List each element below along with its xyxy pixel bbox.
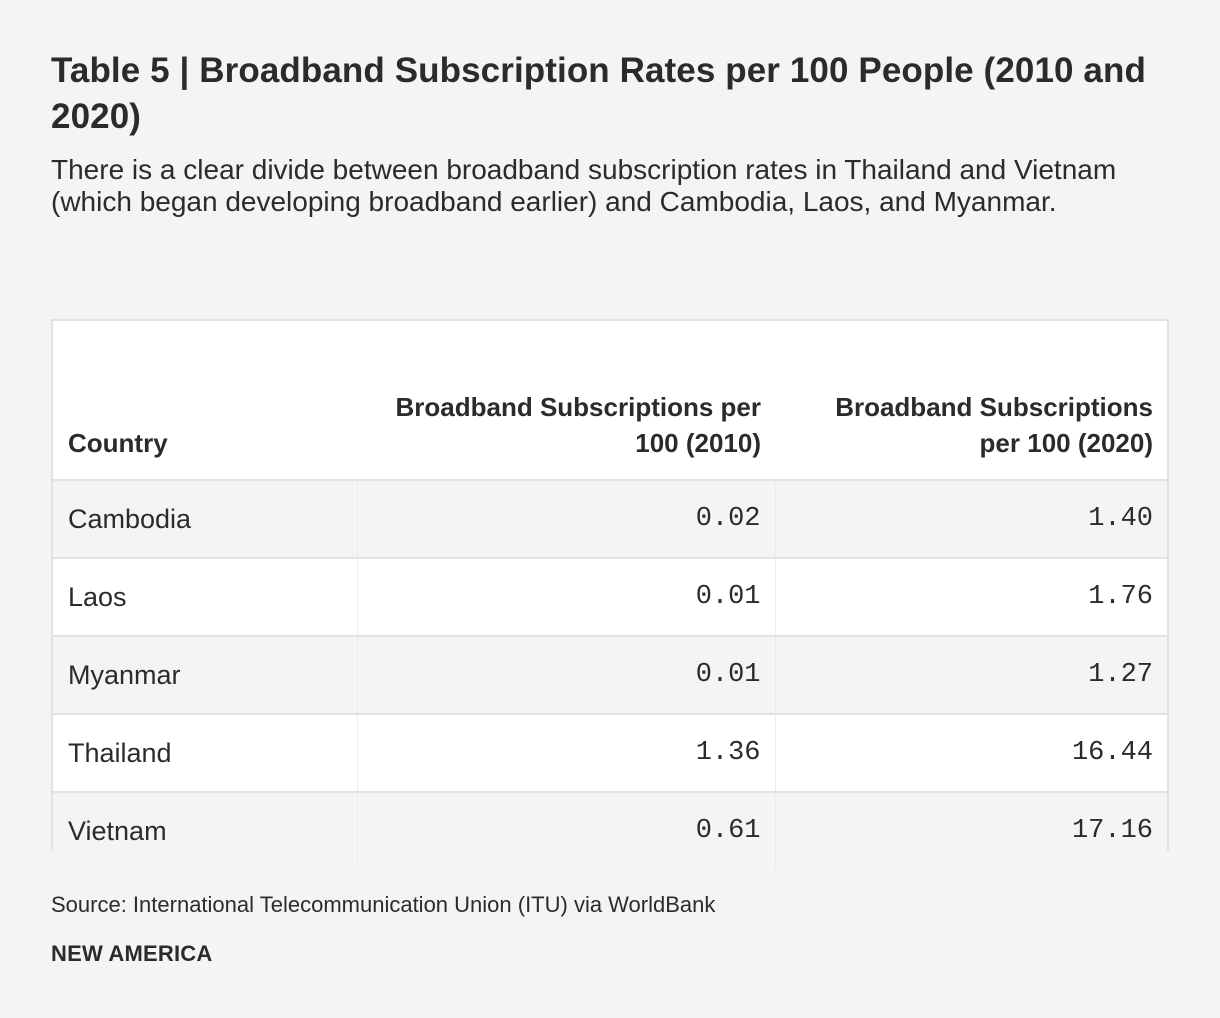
- table-row: Laos 0.01 1.76: [53, 558, 1167, 637]
- column-header-2020[interactable]: Broadband Subscriptions per 100 (2020): [775, 321, 1167, 481]
- cell-2020: 1.40: [775, 480, 1167, 559]
- page-subtitle: There is a clear divide between broadban…: [51, 154, 1117, 217]
- cell-2010: 0.01: [357, 558, 776, 637]
- table-body: Cambodia 0.02 1.40 Laos 0.01 1.76 Myanma…: [53, 480, 1167, 869]
- data-table: Country Broadband Subscriptions per 100 …: [53, 321, 1167, 869]
- cell-country: Laos: [53, 558, 358, 637]
- cell-country: Cambodia: [53, 480, 358, 559]
- cell-2010: 0.02: [357, 480, 776, 559]
- table-row: Myanmar 0.01 1.27: [53, 636, 1167, 715]
- table-row: Vietnam 0.61 17.16: [53, 792, 1167, 869]
- cell-2020: 16.44: [775, 714, 1167, 793]
- source-note: Source: International Telecommunication …: [51, 892, 716, 917]
- cell-country: Vietnam: [53, 792, 358, 869]
- table-header-row: Country Broadband Subscriptions per 100 …: [53, 321, 1167, 481]
- cell-country: Myanmar: [53, 636, 358, 715]
- cell-2010: 0.01: [357, 636, 776, 715]
- cell-2010: 1.36: [357, 714, 776, 793]
- page-title: Table 5 | Broadband Subscription Rates p…: [51, 51, 1146, 136]
- cell-2010: 0.61: [357, 792, 776, 869]
- header: Table 5 | Broadband Subscription Rates p…: [51, 48, 1169, 218]
- column-header-2010[interactable]: Broadband Subscriptions per 100 (2010): [357, 321, 775, 481]
- cell-country: Thailand: [53, 714, 358, 793]
- data-table-container: Country Broadband Subscriptions per 100 …: [51, 319, 1169, 869]
- cell-2020: 1.27: [775, 636, 1167, 715]
- brand-logo-text[interactable]: NEW AMERICA: [51, 941, 213, 966]
- column-header-country[interactable]: Country: [53, 321, 357, 481]
- cell-2020: 17.16: [775, 792, 1167, 869]
- cell-2020: 1.76: [775, 558, 1167, 637]
- table-row: Cambodia 0.02 1.40: [53, 480, 1167, 559]
- table-row: Thailand 1.36 16.44: [53, 714, 1167, 793]
